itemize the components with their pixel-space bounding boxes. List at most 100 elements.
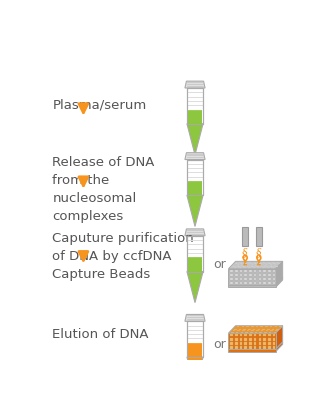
Polygon shape <box>263 282 266 284</box>
Polygon shape <box>265 262 268 263</box>
Polygon shape <box>279 262 282 263</box>
Polygon shape <box>259 338 261 341</box>
Polygon shape <box>244 342 247 345</box>
Polygon shape <box>230 270 233 272</box>
Polygon shape <box>273 342 275 345</box>
Polygon shape <box>273 346 275 349</box>
Polygon shape <box>228 349 276 352</box>
Polygon shape <box>188 109 202 124</box>
Polygon shape <box>249 282 252 284</box>
Polygon shape <box>187 271 203 303</box>
Polygon shape <box>270 262 272 263</box>
Polygon shape <box>250 332 252 333</box>
Polygon shape <box>265 326 268 327</box>
Polygon shape <box>270 266 273 267</box>
Polygon shape <box>246 262 249 263</box>
Polygon shape <box>241 267 243 268</box>
Polygon shape <box>268 282 270 284</box>
Polygon shape <box>256 227 262 246</box>
Polygon shape <box>235 278 237 280</box>
Polygon shape <box>269 332 271 333</box>
Polygon shape <box>274 267 276 268</box>
Polygon shape <box>260 262 263 263</box>
Polygon shape <box>249 334 252 337</box>
Polygon shape <box>240 346 242 349</box>
Polygon shape <box>276 278 283 287</box>
Polygon shape <box>255 267 257 268</box>
Polygon shape <box>250 267 252 268</box>
Polygon shape <box>247 266 249 267</box>
Text: §: § <box>243 248 248 258</box>
Polygon shape <box>234 329 236 330</box>
Polygon shape <box>185 153 205 160</box>
Polygon shape <box>256 326 258 327</box>
Polygon shape <box>242 262 244 263</box>
Polygon shape <box>242 326 244 327</box>
Polygon shape <box>254 342 256 345</box>
Polygon shape <box>263 338 266 341</box>
Polygon shape <box>263 270 266 272</box>
Polygon shape <box>236 267 238 268</box>
Polygon shape <box>230 274 233 276</box>
Polygon shape <box>240 274 242 276</box>
Polygon shape <box>245 332 248 333</box>
Polygon shape <box>264 332 267 333</box>
Polygon shape <box>263 274 266 276</box>
Polygon shape <box>235 338 237 341</box>
Polygon shape <box>260 267 262 268</box>
Polygon shape <box>268 346 270 349</box>
Polygon shape <box>231 267 234 268</box>
Polygon shape <box>264 263 266 264</box>
Polygon shape <box>273 274 275 276</box>
Polygon shape <box>252 266 254 267</box>
Polygon shape <box>260 326 263 327</box>
Polygon shape <box>188 180 202 195</box>
Polygon shape <box>275 266 278 267</box>
Polygon shape <box>268 338 270 341</box>
Polygon shape <box>267 329 269 330</box>
Polygon shape <box>242 227 248 246</box>
Polygon shape <box>237 330 240 331</box>
Polygon shape <box>230 338 233 341</box>
Polygon shape <box>242 266 244 267</box>
Polygon shape <box>276 342 283 352</box>
Polygon shape <box>240 278 242 280</box>
Polygon shape <box>228 326 283 333</box>
Polygon shape <box>247 330 249 331</box>
Text: or: or <box>214 258 226 271</box>
Polygon shape <box>187 160 203 195</box>
Polygon shape <box>240 270 242 272</box>
Polygon shape <box>270 330 273 331</box>
Polygon shape <box>228 285 276 287</box>
Polygon shape <box>228 261 283 269</box>
Polygon shape <box>260 332 262 333</box>
Polygon shape <box>235 342 237 345</box>
Polygon shape <box>244 329 246 330</box>
Text: Plasma/serum: Plasma/serum <box>52 98 147 111</box>
Polygon shape <box>240 338 242 341</box>
Polygon shape <box>236 263 238 264</box>
Polygon shape <box>256 262 258 263</box>
Polygon shape <box>254 270 256 272</box>
Polygon shape <box>245 263 247 264</box>
Text: or: or <box>214 337 226 351</box>
Polygon shape <box>240 282 242 284</box>
Polygon shape <box>237 266 240 267</box>
Polygon shape <box>258 329 260 330</box>
Polygon shape <box>254 282 256 284</box>
Polygon shape <box>237 262 239 263</box>
Polygon shape <box>251 262 253 263</box>
Polygon shape <box>255 332 257 333</box>
Polygon shape <box>246 326 249 327</box>
Polygon shape <box>268 270 270 272</box>
Polygon shape <box>256 266 259 267</box>
Polygon shape <box>253 329 255 330</box>
Polygon shape <box>235 270 237 272</box>
Polygon shape <box>266 330 268 331</box>
Polygon shape <box>187 195 203 226</box>
Polygon shape <box>235 274 237 276</box>
Polygon shape <box>252 330 254 331</box>
Polygon shape <box>230 334 233 337</box>
Polygon shape <box>273 282 275 284</box>
Text: Caputure purification
of DNA by ccfDNA
Capture Beads: Caputure purification of DNA by ccfDNA C… <box>52 232 194 281</box>
